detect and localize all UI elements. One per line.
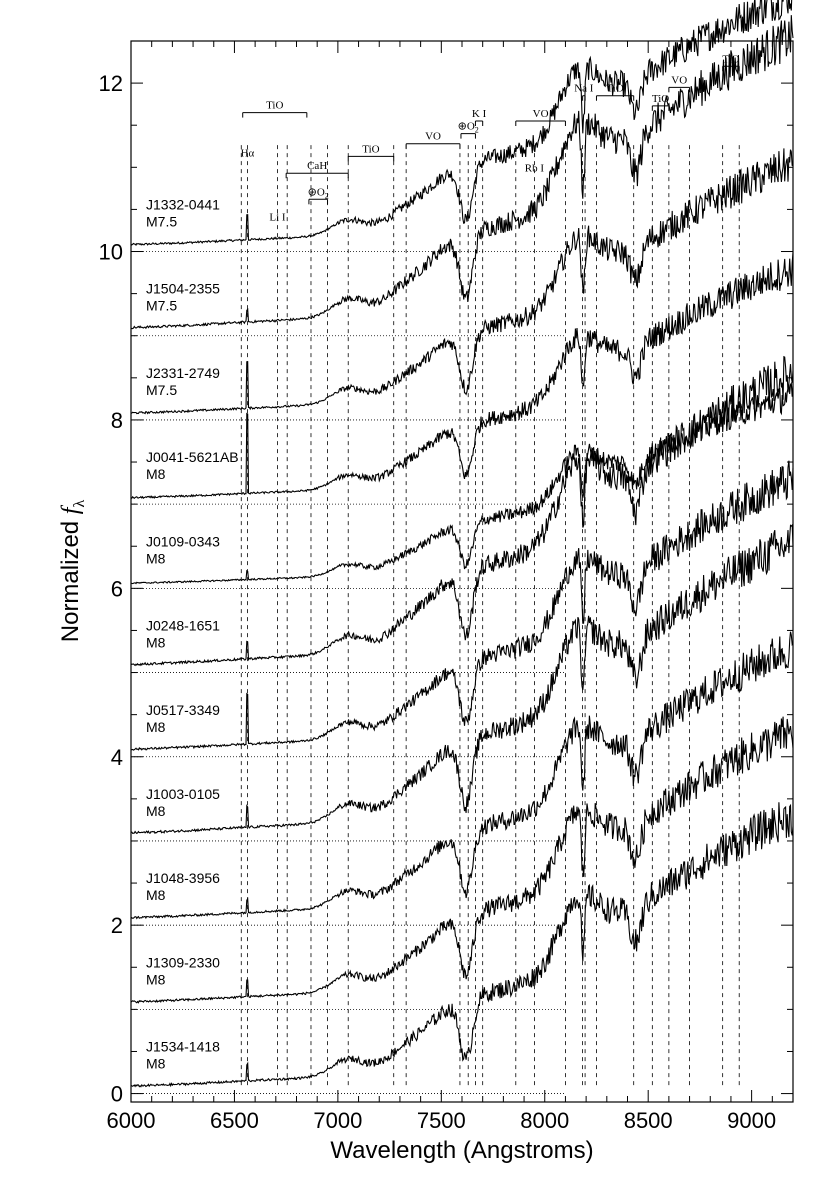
y-tick-label: 2: [111, 913, 123, 938]
x-tick-label: 6000: [107, 1108, 156, 1133]
spectrum-line: [130, 381, 794, 585]
feature-label: VO: [533, 108, 549, 120]
feature-label: Hα: [241, 147, 255, 159]
y-tick-label: 4: [111, 745, 123, 770]
plot-frame: [130, 40, 794, 1103]
y-axis-title: Normalized fλ: [57, 500, 88, 643]
feature-guides: [240, 142, 740, 1086]
feature-label: TiO: [722, 53, 739, 65]
spectrum-line: [130, 148, 794, 415]
spectrum-line: [130, 523, 794, 835]
plot-border: [130, 40, 794, 1103]
spectral-type-label: M7.5: [146, 214, 177, 230]
y-tick-label: 8: [111, 408, 123, 433]
feature-label: TiO: [362, 143, 379, 155]
star-name-label: J1504-2355: [146, 281, 220, 297]
spectrum-line: [130, 802, 794, 1088]
spectral-type-label: M8: [146, 550, 166, 566]
star-labels: J1332-0441M7.5J1504-2355M7.5J2331-2749M7…: [146, 197, 239, 1072]
spectral-type-label: M8: [146, 635, 166, 651]
y-tick-labels: 0 2 4 6 8 10 12: [99, 71, 123, 1106]
x-tick-label: 7500: [417, 1108, 466, 1133]
star-name-label: J1048-3956: [146, 870, 220, 886]
spectrum-line: [130, 15, 794, 330]
spectral-type-label: M7.5: [146, 298, 177, 314]
spectral-type-label: M8: [146, 971, 166, 987]
star-name-label: J0248-1651: [146, 618, 220, 634]
x-tick-label: 8000: [520, 1108, 569, 1133]
x-tick-label: 7000: [313, 1108, 362, 1133]
spectra-series: [130, 0, 794, 1088]
x-tick-label: 8500: [624, 1108, 673, 1133]
x-tick-label: 9000: [727, 1108, 776, 1133]
x-tick-labels: 6000 6500 7000 7500 8000 8500 9000: [107, 1108, 777, 1133]
star-name-label: J1534-1418: [146, 1039, 220, 1055]
spectral-type-label: M8: [146, 466, 166, 482]
spectrum-line: [130, 355, 794, 667]
y-tick-label: 12: [99, 71, 123, 96]
y-tick-label: 10: [99, 240, 123, 265]
feature-label-subscript: 2: [475, 126, 479, 135]
x-tick-label: 6500: [210, 1108, 259, 1133]
spectral-type-label: M8: [146, 719, 166, 735]
star-name-label: J1309-2330: [146, 954, 220, 970]
y-tick-label: 0: [111, 1082, 123, 1107]
x-axis-title: Wavelength (Angstroms): [330, 1137, 593, 1164]
feature-label: Na I: [574, 83, 594, 95]
spectral-type-label: M8: [146, 1056, 166, 1072]
feature-label-subscript: 2: [325, 191, 329, 200]
feature-label: Rb I: [525, 163, 545, 175]
feature-label: VO: [671, 74, 687, 86]
star-name-label: J1003-0105: [146, 786, 220, 802]
spectral-type-label: M7.5: [146, 382, 177, 398]
axis-ticks: [130, 41, 794, 1102]
spectral-type-label: M8: [146, 803, 166, 819]
feature-label: VO: [425, 131, 441, 143]
feature-label: TiO: [652, 93, 669, 105]
feature-label: ⊕O2: [458, 121, 479, 135]
spectrum-line: [130, 460, 794, 751]
spectrum-line: [131, 252, 794, 500]
spectrum-line: [130, 0, 793, 247]
feature-label: TiO: [266, 100, 283, 112]
spectrum-line: [130, 631, 794, 920]
zero-baselines: [131, 251, 566, 1094]
star-name-label: J0109-0343: [146, 533, 220, 549]
feature-label: ⊕O2: [308, 186, 329, 200]
star-name-label: J1332-0441: [146, 197, 220, 213]
feature-label: TiO: [606, 83, 623, 95]
feature-label: K I: [472, 108, 487, 120]
spectral-type-label: M8: [146, 887, 166, 903]
feature-label: CaH: [307, 160, 327, 172]
star-name-label: J0517-3349: [146, 702, 220, 718]
star-name-label: J0041-5621AB: [146, 449, 239, 465]
feature-label: Li I: [269, 211, 286, 223]
y-tick-label: 6: [111, 576, 123, 601]
spectrum-line: [130, 716, 794, 1004]
star-name-label: J2331-2749: [146, 365, 220, 381]
